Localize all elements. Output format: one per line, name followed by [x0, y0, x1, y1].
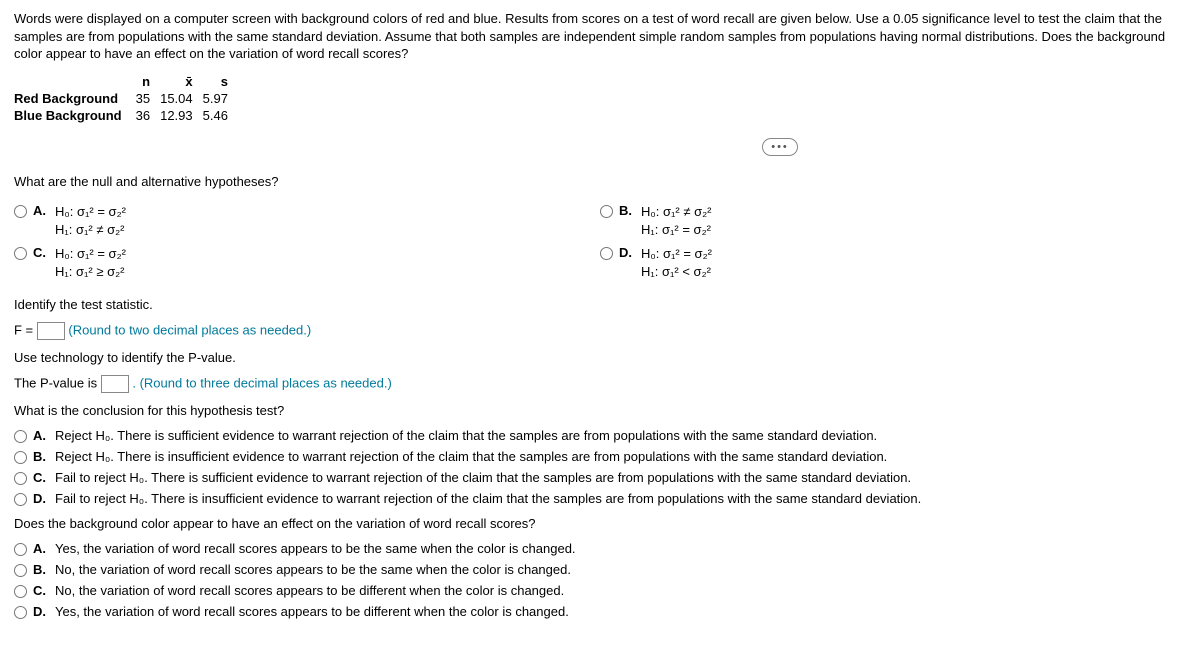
effect-options: A. Yes, the variation of word recall sco… — [14, 541, 1186, 619]
h1-d: H₁: σ₁² < σ₂² — [641, 264, 711, 279]
radio-conc-a[interactable] — [14, 430, 27, 443]
conclusion-q: What is the conclusion for this hypothes… — [14, 403, 1186, 418]
f-input[interactable] — [37, 322, 65, 340]
radio-eff-a[interactable] — [14, 543, 27, 556]
eff-a-text: Yes, the variation of word recall scores… — [55, 541, 576, 556]
table-row: Red Background 35 15.04 5.97 — [14, 90, 238, 107]
radio-d[interactable] — [600, 247, 613, 260]
identify-test-stat: Identify the test statistic. — [14, 297, 1186, 312]
option-label: D. — [33, 604, 49, 619]
f-hint: (Round to two decimal places as needed.) — [68, 323, 311, 338]
option-a[interactable]: A. H₀: σ₁² = σ₂² H₁: σ₁² ≠ σ₂² — [14, 203, 600, 239]
conc-a-text: Reject H₀. There is sufficient evidence … — [55, 428, 877, 443]
eff-option-c[interactable]: C. No, the variation of word recall scor… — [14, 583, 1186, 598]
option-label: B. — [33, 562, 49, 577]
radio-c[interactable] — [14, 247, 27, 260]
option-label: C. — [33, 470, 49, 485]
h0-a: H₀: σ₁² = σ₂² — [55, 204, 126, 219]
conc-option-c[interactable]: C. Fail to reject H₀. There is sufficien… — [14, 470, 1186, 485]
col-xbar: x̄ — [160, 73, 203, 90]
use-tech: Use technology to identify the P-value. — [14, 350, 1186, 365]
table-row: Blue Background 36 12.93 5.46 — [14, 107, 238, 124]
h1-b: H₁: σ₁² = σ₂² — [641, 222, 711, 237]
radio-eff-d[interactable] — [14, 606, 27, 619]
intro-text: Words were displayed on a computer scree… — [14, 10, 1186, 63]
radio-eff-b[interactable] — [14, 564, 27, 577]
option-d[interactable]: D. H₀: σ₁² = σ₂² H₁: σ₁² < σ₂² — [600, 245, 1186, 281]
sample-data-table: n x̄ s Red Background 35 15.04 5.97 Blue… — [14, 73, 1186, 124]
eff-b-text: No, the variation of word recall scores … — [55, 562, 571, 577]
h1-a: H₁: σ₁² ≠ σ₂² — [55, 222, 125, 237]
h0-b: H₀: σ₁² ≠ σ₂² — [641, 204, 712, 219]
option-label: A. — [33, 541, 49, 556]
radio-conc-b[interactable] — [14, 451, 27, 464]
conc-option-b[interactable]: B. Reject H₀. There is insufficient evid… — [14, 449, 1186, 464]
option-label: C. — [33, 245, 49, 260]
col-n: n — [136, 73, 160, 90]
h1-c: H₁: σ₁² ≥ σ₂² — [55, 264, 125, 279]
conc-c-text: Fail to reject H₀. There is sufficient e… — [55, 470, 911, 485]
radio-conc-c[interactable] — [14, 472, 27, 485]
option-label: A. — [33, 428, 49, 443]
eff-option-d[interactable]: D. Yes, the variation of word recall sco… — [14, 604, 1186, 619]
h0-c: H₀: σ₁² = σ₂² — [55, 246, 126, 261]
eff-option-a[interactable]: A. Yes, the variation of word recall sco… — [14, 541, 1186, 556]
option-label: B. — [33, 449, 49, 464]
option-b[interactable]: B. H₀: σ₁² ≠ σ₂² H₁: σ₁² = σ₂² — [600, 203, 1186, 239]
radio-eff-c[interactable] — [14, 585, 27, 598]
radio-b[interactable] — [600, 205, 613, 218]
eff-c-text: No, the variation of word recall scores … — [55, 583, 564, 598]
ellipsis-icon: ••• — [762, 138, 798, 156]
pvalue-prefix: The P-value is — [14, 376, 97, 391]
option-label: D. — [33, 491, 49, 506]
option-label: B. — [619, 203, 635, 218]
option-c[interactable]: C. H₀: σ₁² = σ₂² H₁: σ₁² ≥ σ₂² — [14, 245, 600, 281]
conc-option-a[interactable]: A. Reject H₀. There is sufficient eviden… — [14, 428, 1186, 443]
conc-d-text: Fail to reject H₀. There is insufficient… — [55, 491, 921, 506]
radio-a[interactable] — [14, 205, 27, 218]
option-label: C. — [33, 583, 49, 598]
pvalue-hint: . (Round to three decimal places as need… — [132, 376, 391, 391]
conc-option-d[interactable]: D. Fail to reject H₀. There is insuffici… — [14, 491, 1186, 506]
h0-d: H₀: σ₁² = σ₂² — [641, 246, 712, 261]
option-label: D. — [619, 245, 635, 260]
conclusion-options: A. Reject H₀. There is sufficient eviden… — [14, 428, 1186, 506]
hypotheses-options: A. H₀: σ₁² = σ₂² H₁: σ₁² ≠ σ₂² C. H₀: σ₁… — [14, 197, 1186, 288]
f-prefix: F = — [14, 323, 33, 338]
eff-option-b[interactable]: B. No, the variation of word recall scor… — [14, 562, 1186, 577]
radio-conc-d[interactable] — [14, 493, 27, 506]
option-label: A. — [33, 203, 49, 218]
effect-q: Does the background color appear to have… — [14, 516, 1186, 531]
q-hypotheses: What are the null and alternative hypoth… — [14, 174, 1186, 189]
col-s: s — [203, 73, 238, 90]
conc-b-text: Reject H₀. There is insufficient evidenc… — [55, 449, 887, 464]
pvalue-input[interactable] — [101, 375, 129, 393]
eff-d-text: Yes, the variation of word recall scores… — [55, 604, 569, 619]
